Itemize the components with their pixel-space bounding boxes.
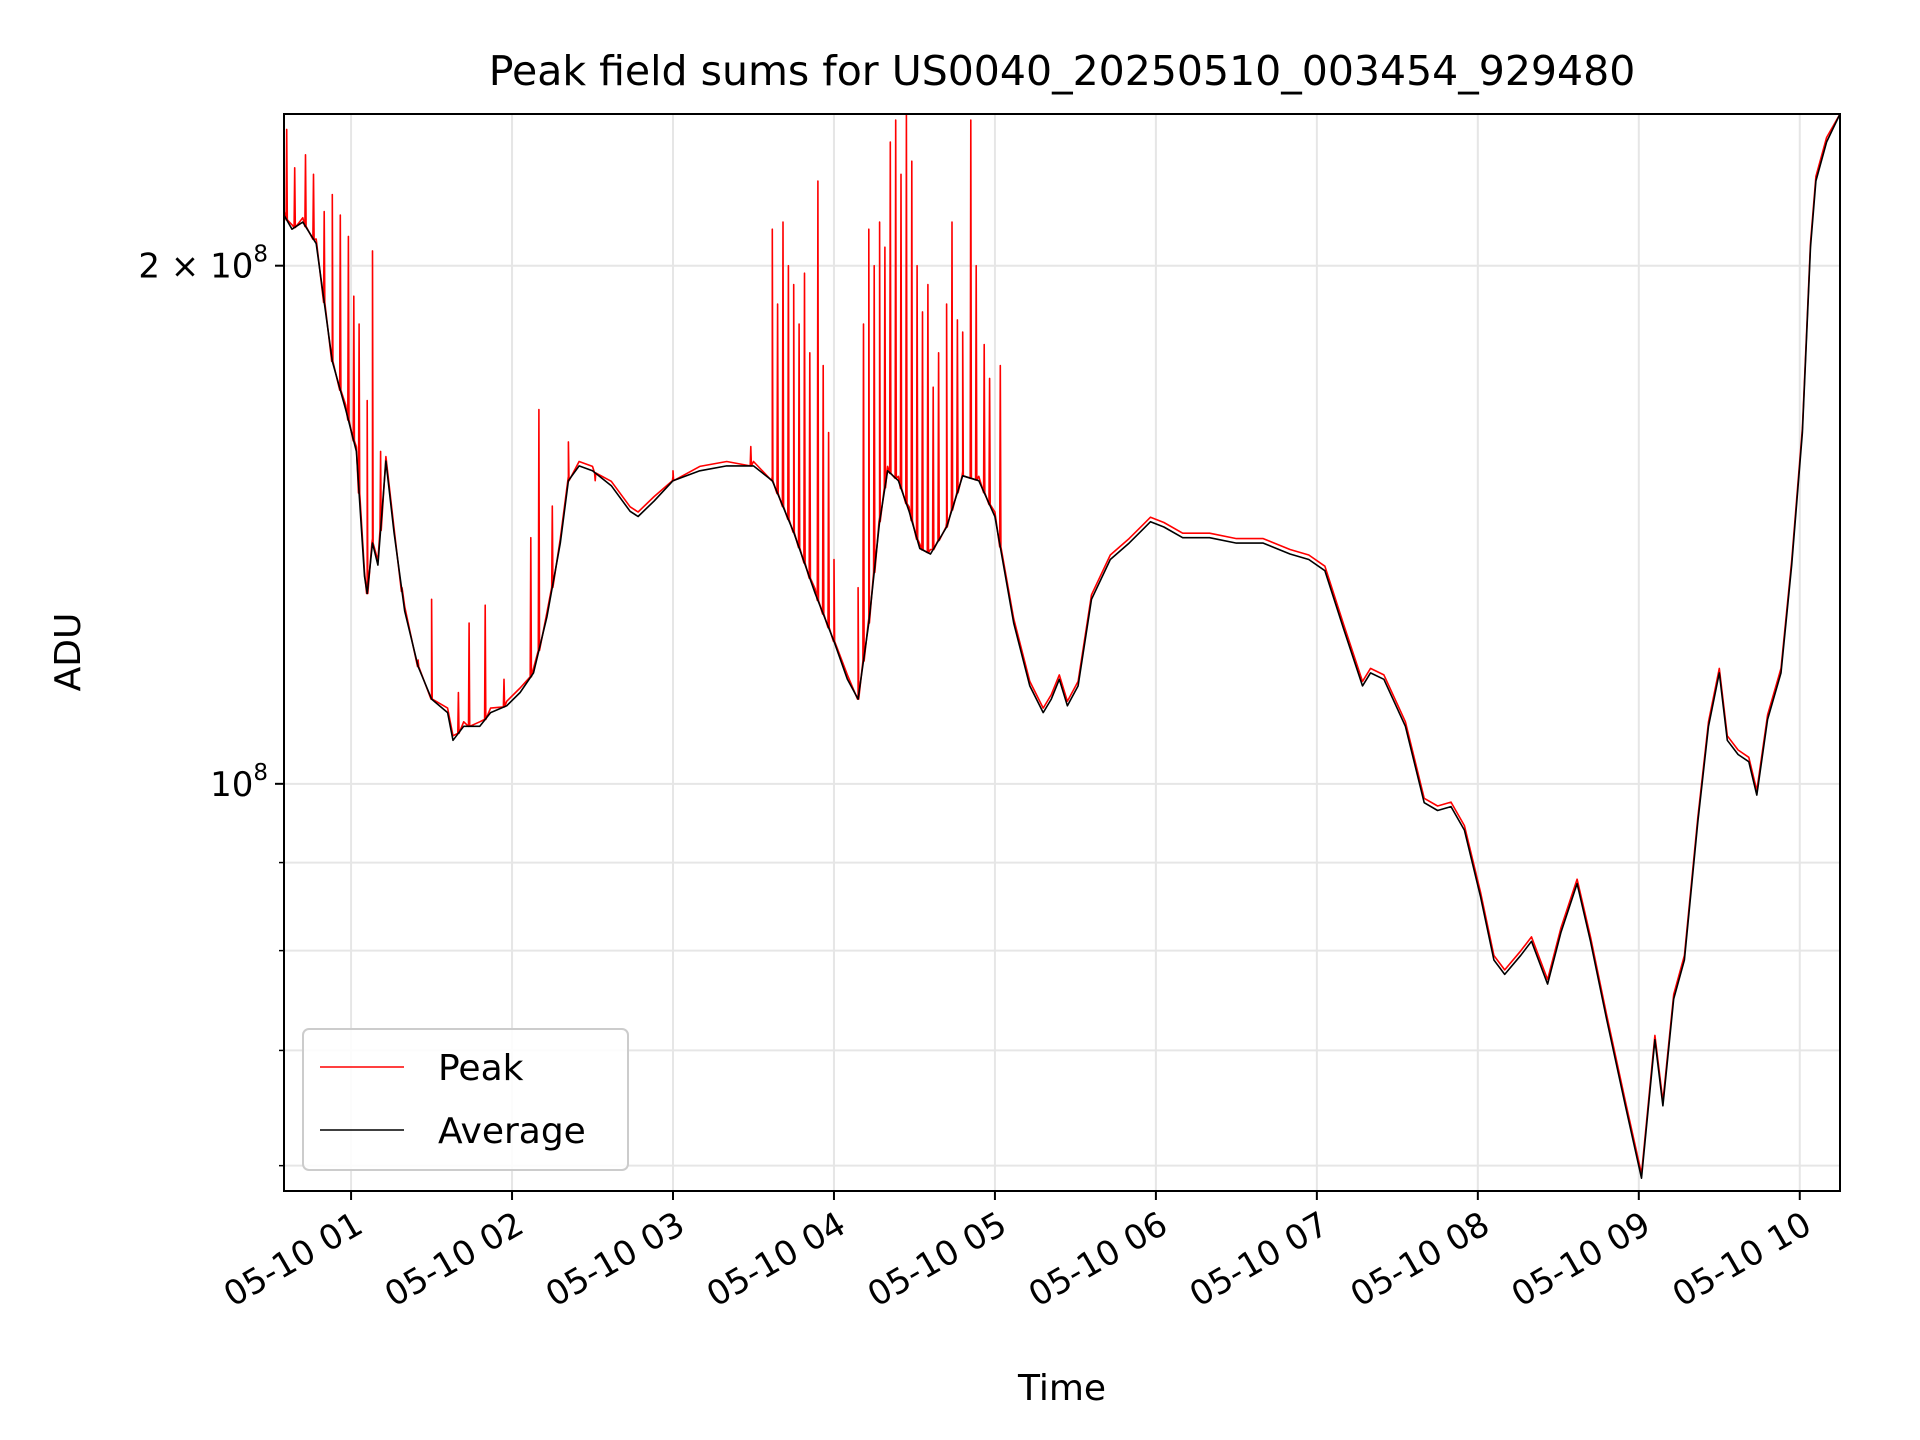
x-axis-label: Time [1017, 1368, 1106, 1409]
y-axis-label: ADU [48, 613, 89, 692]
axes-frame [283, 113, 1841, 1192]
chart-title: Peak field sums for US0040_20250510_0034… [489, 47, 1636, 95]
y-tick-label: 108 [210, 760, 268, 805]
grid [284, 114, 1840, 1191]
legend: Peak Average [302, 1028, 629, 1171]
legend-peak-label: Peak [438, 1048, 524, 1089]
y-axis: 108 2 × 108 [138, 242, 284, 1167]
legend-box [302, 1028, 629, 1171]
average-series-line [283, 113, 1841, 1179]
y-tick-label: 2 × 108 [138, 242, 268, 287]
legend-average-label: Average [438, 1111, 586, 1152]
plot-area [283, 113, 1841, 1179]
